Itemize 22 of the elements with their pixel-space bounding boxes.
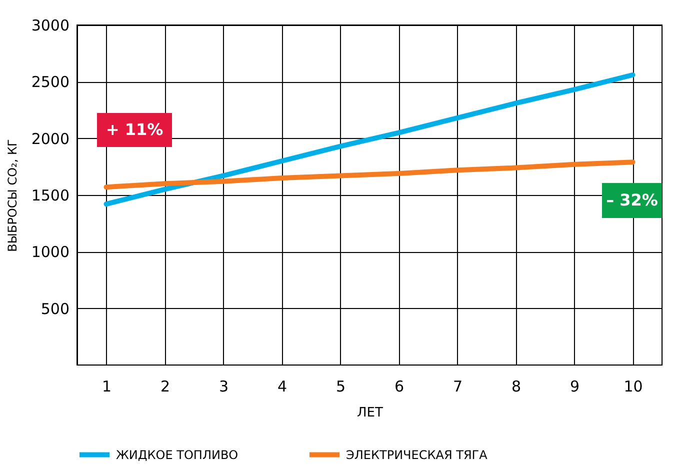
x-axis-title: ЛЕТ xyxy=(357,406,384,420)
x-tick-label: 9 xyxy=(570,378,580,396)
x-tick-label: 1 xyxy=(102,378,112,396)
x-tick-label: 7 xyxy=(452,378,463,396)
y-tick-label: 3000 xyxy=(31,16,70,34)
y-tick-label: 2500 xyxy=(31,73,70,92)
x-tick-label: 4 xyxy=(277,378,288,396)
y-tick-label: 1500 xyxy=(31,186,70,204)
y-tick-label: 2000 xyxy=(31,130,70,148)
x-tick-label: 10 xyxy=(624,378,643,396)
y-axis-title: ВЫБРОСЫ CO₂, КГ xyxy=(5,139,20,252)
legend-label: ЖИДКОЕ ТОПЛИВО xyxy=(116,448,238,462)
x-tick-label: 6 xyxy=(394,378,404,396)
x-tick-label: 3 xyxy=(218,378,229,396)
x-tick-label: 2 xyxy=(160,378,170,396)
legend-label: ЭЛЕКТРИЧЕСКАЯ ТЯГА xyxy=(346,448,488,462)
annotation: – 32% xyxy=(606,190,658,210)
annotation: + 11% xyxy=(106,120,164,139)
x-tick-label: 5 xyxy=(336,378,346,396)
y-tick-label: 500 xyxy=(40,300,70,318)
y-tick-label: 1000 xyxy=(31,243,70,262)
x-tick-label: 8 xyxy=(511,378,522,396)
